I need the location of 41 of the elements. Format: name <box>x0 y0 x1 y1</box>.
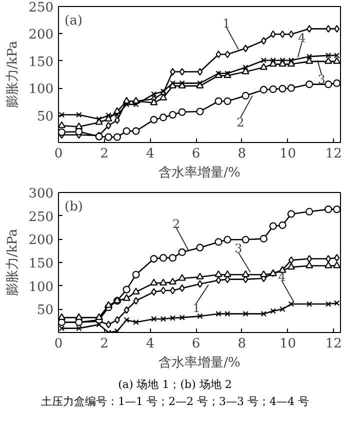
annotation: 2 <box>172 216 180 231</box>
annotation: 4 <box>278 270 286 284</box>
x-tick-label: 8 <box>238 146 246 162</box>
x-tick-label: 12 <box>325 336 342 352</box>
text: (a) <box>64 14 82 28</box>
y-axis-title: 膨胀力/kPa <box>6 40 21 108</box>
x-tick-label: 0 <box>54 336 63 352</box>
annotation: 1 <box>222 16 230 30</box>
y-tick-label: 300 <box>28 186 54 202</box>
y-tick-label: 50 <box>36 303 54 318</box>
text: (b) <box>64 200 83 214</box>
annotation: 1 <box>192 301 200 316</box>
y-tick-label: 250 <box>28 0 54 16</box>
y-tick-label: 200 <box>28 233 54 248</box>
y-tick-label: 100 <box>28 280 54 295</box>
y-axis-title: 膨胀力/kPa <box>6 228 21 296</box>
x-tick-label: 2 <box>100 336 108 352</box>
y-tick-label: 50 <box>36 109 54 124</box>
y-tick-label: 200 <box>28 28 54 43</box>
annotation: 3 <box>234 242 242 256</box>
x-tick-label: 0 <box>54 146 63 162</box>
x-tick-label: 6 <box>192 336 200 352</box>
annotation: 3 <box>318 72 326 87</box>
y-tick-label: 150 <box>28 256 54 272</box>
x-axis-title: 含水率增量/% <box>158 354 240 370</box>
x-tick-label: 4 <box>146 146 154 162</box>
text: 土压力盒编号：1—1 号；2—2 号；3—3 号；4—4 号 <box>41 394 309 410</box>
x-tick-label: 12 <box>325 146 342 162</box>
x-tick-label: 10 <box>279 146 296 162</box>
annotation: 4 <box>298 31 306 46</box>
x-tick-label: 6 <box>192 146 200 162</box>
annotation: 2 <box>236 116 244 130</box>
x-tick-label: 10 <box>279 336 296 352</box>
y-tick-label: 250 <box>28 210 54 225</box>
x-tick-label: 2 <box>100 146 108 162</box>
x-tick-label: 8 <box>238 336 246 352</box>
x-tick-label: 4 <box>146 336 154 352</box>
text: (a) 场地 1；(b) 场地 2 <box>117 377 233 393</box>
y-tick-label: 150 <box>28 54 54 70</box>
x-axis-title: 含水率增量/% <box>158 164 240 180</box>
y-tick-label: 100 <box>28 82 54 98</box>
